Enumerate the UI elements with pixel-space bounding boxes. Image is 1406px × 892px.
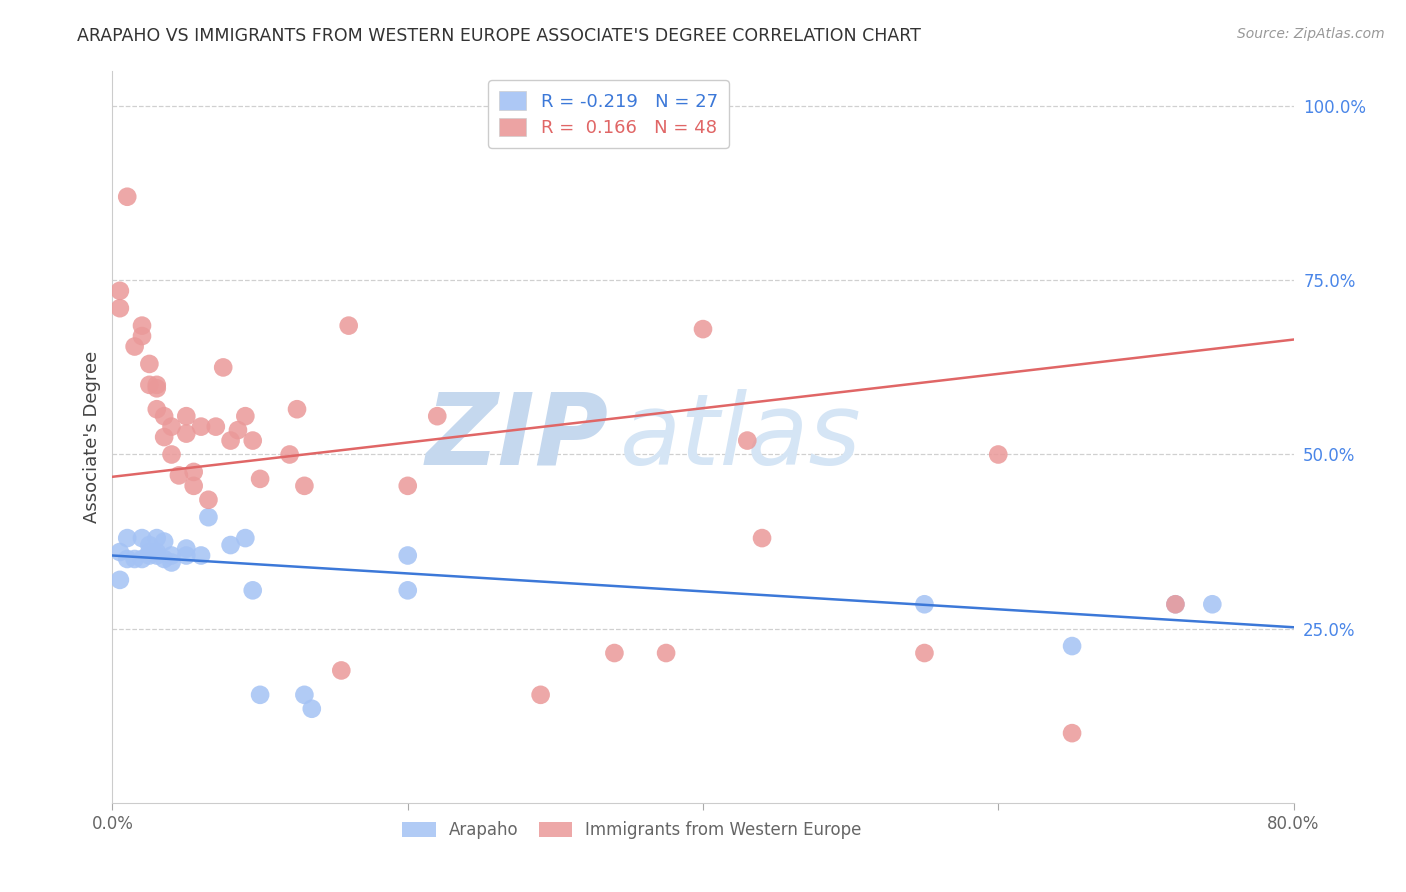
Point: [174, 409, 197, 424]
Point: [197, 510, 219, 524]
Point: [603, 646, 626, 660]
Point: [226, 423, 249, 437]
Point: [146, 531, 169, 545]
Point: [655, 646, 678, 660]
Point: [751, 531, 773, 545]
Point: [160, 556, 183, 570]
Point: [249, 688, 271, 702]
Point: [131, 552, 153, 566]
Point: [190, 549, 212, 563]
Point: [1164, 597, 1187, 611]
Point: [153, 552, 176, 566]
Point: [692, 322, 714, 336]
Point: [914, 597, 936, 611]
Point: [153, 534, 176, 549]
Point: [153, 409, 176, 424]
Point: [131, 531, 153, 545]
Point: [174, 549, 197, 563]
Point: [396, 549, 419, 563]
Point: [160, 549, 183, 563]
Point: [233, 531, 256, 545]
Point: [1201, 597, 1223, 611]
Point: [1164, 597, 1187, 611]
Y-axis label: Associate's Degree: Associate's Degree: [83, 351, 101, 524]
Point: [301, 702, 323, 716]
Legend: Arapaho, Immigrants from Western Europe: Arapaho, Immigrants from Western Europe: [396, 814, 869, 846]
Point: [153, 430, 176, 444]
Text: ARAPAHO VS IMMIGRANTS FROM WESTERN EUROPE ASSOCIATE'S DEGREE CORRELATION CHART: ARAPAHO VS IMMIGRANTS FROM WESTERN EUROP…: [77, 27, 921, 45]
Point: [138, 545, 160, 559]
Text: Source: ZipAtlas.com: Source: ZipAtlas.com: [1237, 27, 1385, 41]
Point: [529, 688, 551, 702]
Point: [146, 377, 169, 392]
Point: [337, 318, 360, 333]
Point: [131, 318, 153, 333]
Point: [117, 552, 138, 566]
Point: [233, 409, 256, 424]
Point: [249, 472, 271, 486]
Point: [146, 381, 169, 395]
Point: [131, 329, 153, 343]
Point: [174, 541, 197, 556]
Point: [138, 377, 160, 392]
Point: [426, 409, 449, 424]
Point: [160, 419, 183, 434]
Text: ZIP: ZIP: [426, 389, 609, 485]
Point: [138, 549, 160, 563]
Point: [108, 301, 131, 316]
Point: [146, 545, 169, 559]
Text: atlas: atlas: [620, 389, 862, 485]
Point: [987, 448, 1010, 462]
Point: [117, 190, 138, 204]
Point: [124, 552, 146, 566]
Point: [914, 646, 936, 660]
Point: [219, 434, 242, 448]
Point: [219, 538, 242, 552]
Point: [242, 434, 264, 448]
Point: [205, 419, 228, 434]
Point: [396, 583, 419, 598]
Point: [278, 448, 301, 462]
Point: [1062, 726, 1084, 740]
Point: [167, 468, 190, 483]
Point: [242, 583, 264, 598]
Point: [197, 492, 219, 507]
Point: [330, 664, 353, 678]
Point: [737, 434, 759, 448]
Point: [108, 545, 131, 559]
Point: [1062, 639, 1084, 653]
Point: [292, 479, 315, 493]
Point: [138, 357, 160, 371]
Point: [108, 573, 131, 587]
Point: [396, 479, 419, 493]
Point: [292, 688, 315, 702]
Point: [174, 426, 197, 441]
Point: [212, 360, 235, 375]
Point: [117, 531, 138, 545]
Point: [183, 465, 205, 479]
Point: [190, 419, 212, 434]
Point: [183, 479, 205, 493]
Point: [138, 538, 160, 552]
Point: [146, 549, 169, 563]
Point: [124, 339, 146, 353]
Point: [160, 448, 183, 462]
Point: [146, 402, 169, 417]
Point: [108, 284, 131, 298]
Point: [285, 402, 308, 417]
